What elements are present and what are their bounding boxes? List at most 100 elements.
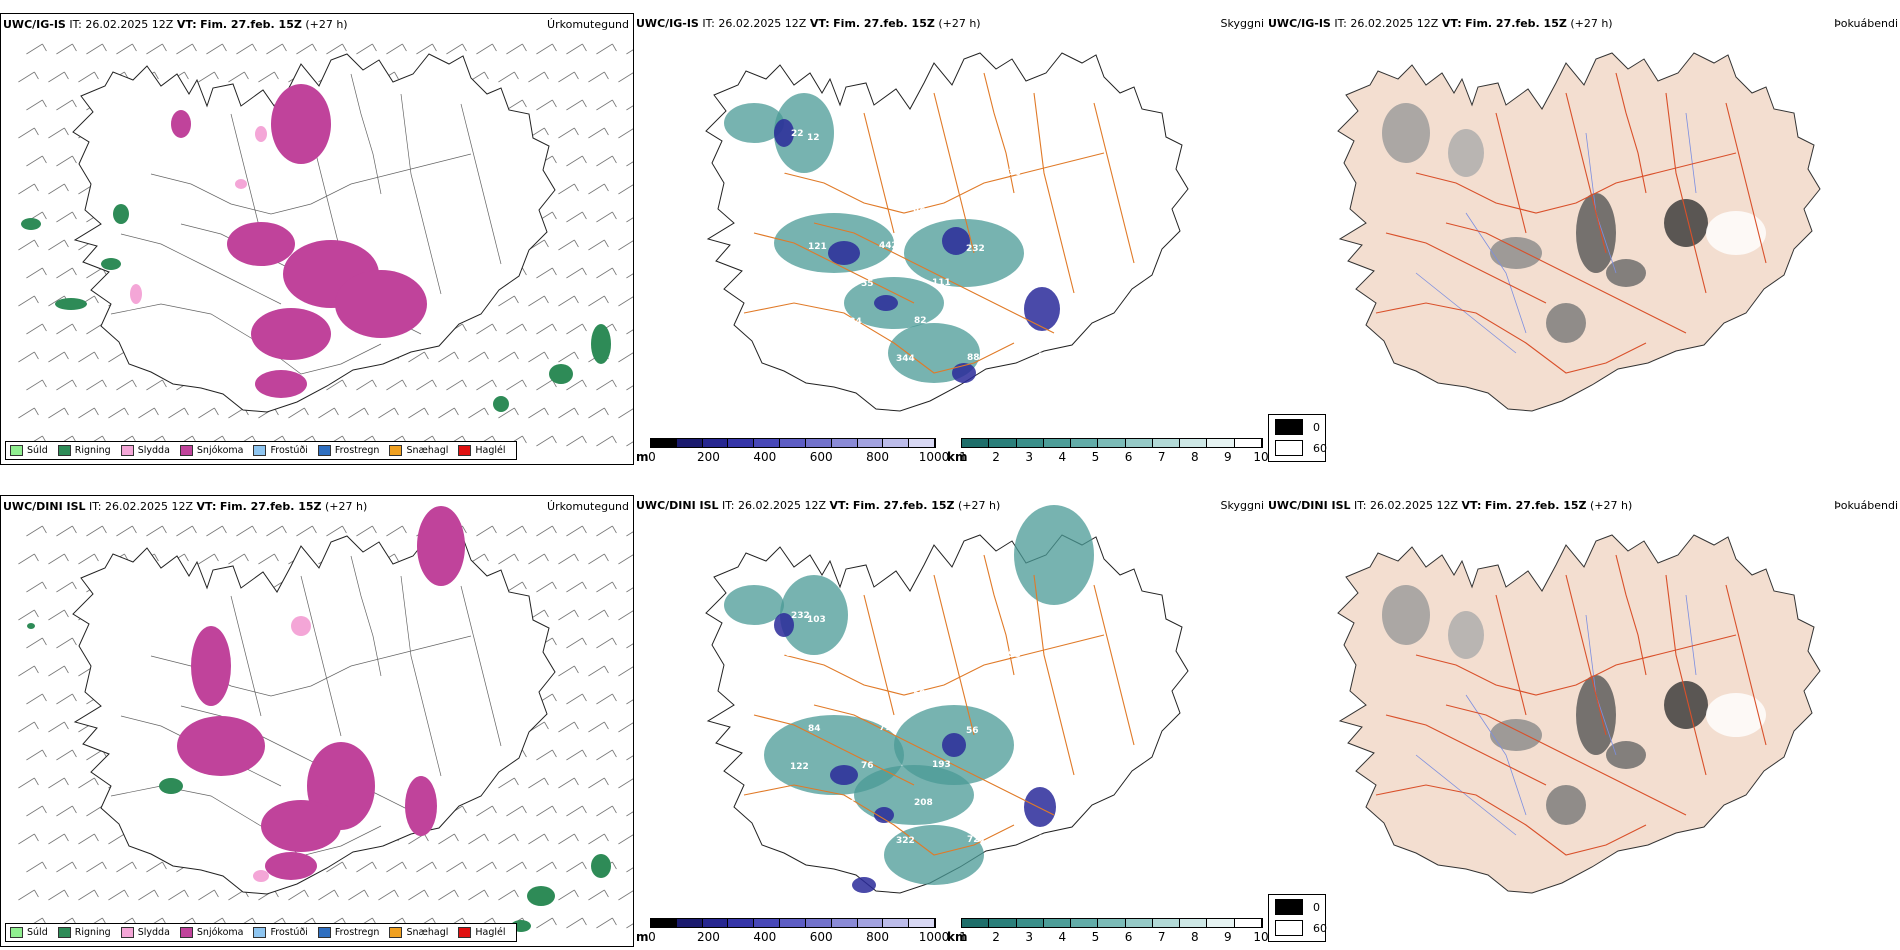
colorbar-strip bbox=[650, 918, 936, 928]
visibility-map: 123 103 57 50 56 116 193 168 88 324 788 93 122 86 322 1… bbox=[705, 505, 1189, 894]
visibility-value-label: 122 bbox=[826, 686, 845, 696]
legend-label: Haglél bbox=[475, 445, 506, 456]
visibility-value-label: 88 bbox=[967, 353, 980, 363]
visibility-value-label: 145 bbox=[931, 169, 950, 179]
visibility-value-label: 122 bbox=[790, 762, 809, 772]
visibility-panel-top: UWC/IG-IS IT: 26.02.2025 12Z VT: Fim. 27… bbox=[634, 13, 1268, 465]
colorbar-unit: km bbox=[947, 930, 968, 944]
precip-type-panel-top: UWC/IG-IS IT: 26.02.2025 12Z VT: Fim. 27… bbox=[0, 13, 634, 465]
colorbar-tick: 1 bbox=[959, 450, 967, 464]
legend-item: Slydda bbox=[120, 445, 170, 456]
visibility-value-label: 86 bbox=[843, 799, 856, 809]
colorbar-km-bottom: km 1 2 3 4 5 6 7 8 9 10 bbox=[945, 918, 1269, 946]
visibility-value-label: 208 bbox=[914, 798, 933, 808]
legend-label: Snæhagl bbox=[406, 927, 449, 938]
visibility-value-label: 56 bbox=[773, 167, 786, 177]
colorbar-m-top: m 0 200 400 600 800 1000 bbox=[634, 438, 949, 466]
colorbar-tick: 600 bbox=[809, 450, 833, 464]
colorbar-tick: 7 bbox=[1157, 930, 1166, 944]
visibility-value-label: 187 bbox=[949, 131, 968, 141]
visibility-value-label: 24 bbox=[826, 204, 839, 214]
colorbar-tick: 8 bbox=[1190, 930, 1199, 944]
colorbar-tick: 800 bbox=[866, 930, 890, 944]
visibility-value-label: 22 bbox=[791, 129, 804, 139]
fog-map bbox=[1337, 52, 1821, 412]
fog-legend-row: 60 bbox=[1275, 920, 1327, 936]
visibility-value-label: 674 bbox=[1037, 243, 1056, 253]
legend-item: Súld bbox=[10, 445, 48, 456]
colorbar-m-bottom: m 0 200 400 600 800 1000 bbox=[634, 918, 949, 946]
colorbar-tick: 3 bbox=[1025, 450, 1034, 464]
colorbar-tick: 8 bbox=[1190, 450, 1199, 464]
legend-item: Rigning bbox=[57, 927, 111, 938]
fog-legend-top: 0 60 bbox=[1268, 414, 1327, 462]
visibility-value-label: 12 bbox=[1038, 352, 1051, 362]
legend-label: Rigning bbox=[74, 445, 111, 456]
visibility-value-label: 193 bbox=[932, 760, 951, 770]
colorbar-tick: 600 bbox=[809, 930, 833, 944]
panel-header: UWC/IG-IS IT: 26.02.2025 12Z VT: Fim. 27… bbox=[1268, 17, 1613, 30]
legend-label: Frostregn bbox=[334, 927, 380, 938]
legend-item: Snjókoma bbox=[179, 927, 244, 938]
legend-label: Slydda bbox=[137, 927, 170, 938]
visibility-value-label: 111 bbox=[932, 278, 951, 288]
legend-item: Rigning bbox=[57, 445, 111, 456]
legend-label: Frostúði bbox=[270, 927, 308, 938]
colorbar-tick: 1 bbox=[959, 930, 967, 944]
visibility-map: 109 12 128 96 232 250 118 34 65 145 109 674 135 134 34… bbox=[705, 52, 1189, 412]
fog-panel-top: UWC/IG-IS IT: 26.02.2025 12Z VT: Fim. 27… bbox=[1266, 13, 1900, 465]
visibility-value-label: 55 bbox=[861, 279, 874, 289]
fog-legend-label: 0 bbox=[1313, 900, 1320, 914]
legend-item: Snæhagl bbox=[389, 445, 448, 456]
legend-swatch bbox=[389, 927, 403, 938]
colorbar-strip bbox=[650, 438, 936, 448]
legend-item: Frostúði bbox=[253, 445, 308, 456]
legend-label: Snjókoma bbox=[196, 445, 244, 456]
panel-header: UWC/DINI ISL IT: 26.02.2025 12Z VT: Fim.… bbox=[636, 499, 1001, 512]
panel-title: Úrkomutegund bbox=[547, 500, 629, 513]
visibility-value-label: 897 bbox=[1020, 612, 1039, 622]
fog-legend-bottom: 0 60 bbox=[1268, 894, 1327, 942]
legend-swatch bbox=[10, 445, 23, 456]
legend-swatch bbox=[179, 927, 193, 938]
colorbar-tick: 2 bbox=[992, 450, 1000, 464]
panel-title: Þokuábendi bbox=[1834, 17, 1898, 30]
fog-legend-row: 0 bbox=[1275, 419, 1320, 435]
colorbar-tick: 200 bbox=[696, 930, 720, 944]
legend-label: Snjókoma bbox=[196, 927, 244, 938]
colorbar-tick: 0 bbox=[648, 450, 656, 464]
colorbar-tick: 400 bbox=[753, 930, 777, 944]
legend-swatch bbox=[179, 445, 193, 456]
panel-header: UWC/DINI ISL IT: 26.02.2025 12Z VT: Fim.… bbox=[1268, 499, 1633, 512]
visibility-value-label: 193 bbox=[772, 800, 791, 810]
legend-swatch bbox=[317, 927, 331, 938]
visibility-value-label: 103 bbox=[807, 615, 826, 625]
colorbar-tick: 10 bbox=[1253, 930, 1269, 944]
colorbar-tick: 1000 bbox=[918, 930, 950, 944]
visibility-value-label: 250 bbox=[1019, 281, 1038, 291]
visibility-value-label: 134 bbox=[843, 317, 862, 327]
legend-swatch bbox=[389, 445, 403, 456]
visibility-value-label: 109 bbox=[754, 96, 773, 106]
visibility-value-label: 71 bbox=[879, 723, 892, 733]
colorbar-tick: 5 bbox=[1091, 930, 1100, 944]
visibility-value-label: 12 bbox=[807, 133, 820, 143]
colorbar-km-top: km 1 2 3 4 5 6 7 8 9 10 bbox=[945, 438, 1269, 466]
visibility-value-label: 185 bbox=[949, 613, 968, 623]
fog-legend-row: 0 bbox=[1275, 899, 1320, 915]
colorbar-tick: 10 bbox=[1253, 450, 1269, 464]
fog-legend-label: 0 bbox=[1313, 420, 1320, 434]
visibility-value-label: 109 bbox=[984, 206, 1003, 216]
visibility-value-label: 168 bbox=[825, 837, 844, 847]
legend-swatch bbox=[10, 927, 23, 938]
colorbar-unit: m bbox=[636, 450, 649, 464]
legend-item: Snæhagl bbox=[389, 927, 448, 938]
panel-title: Skyggni bbox=[1220, 499, 1264, 512]
colorbar-tick: 5 bbox=[1091, 450, 1100, 464]
visibility-value-label: 49 bbox=[985, 797, 998, 807]
legend-swatch bbox=[253, 445, 267, 456]
fog-legend-label: 60 bbox=[1313, 921, 1327, 935]
visibility-value-label: 193 bbox=[1002, 650, 1021, 660]
legend-item: Haglél bbox=[458, 927, 506, 938]
colorbar-tick: 6 bbox=[1124, 930, 1133, 944]
